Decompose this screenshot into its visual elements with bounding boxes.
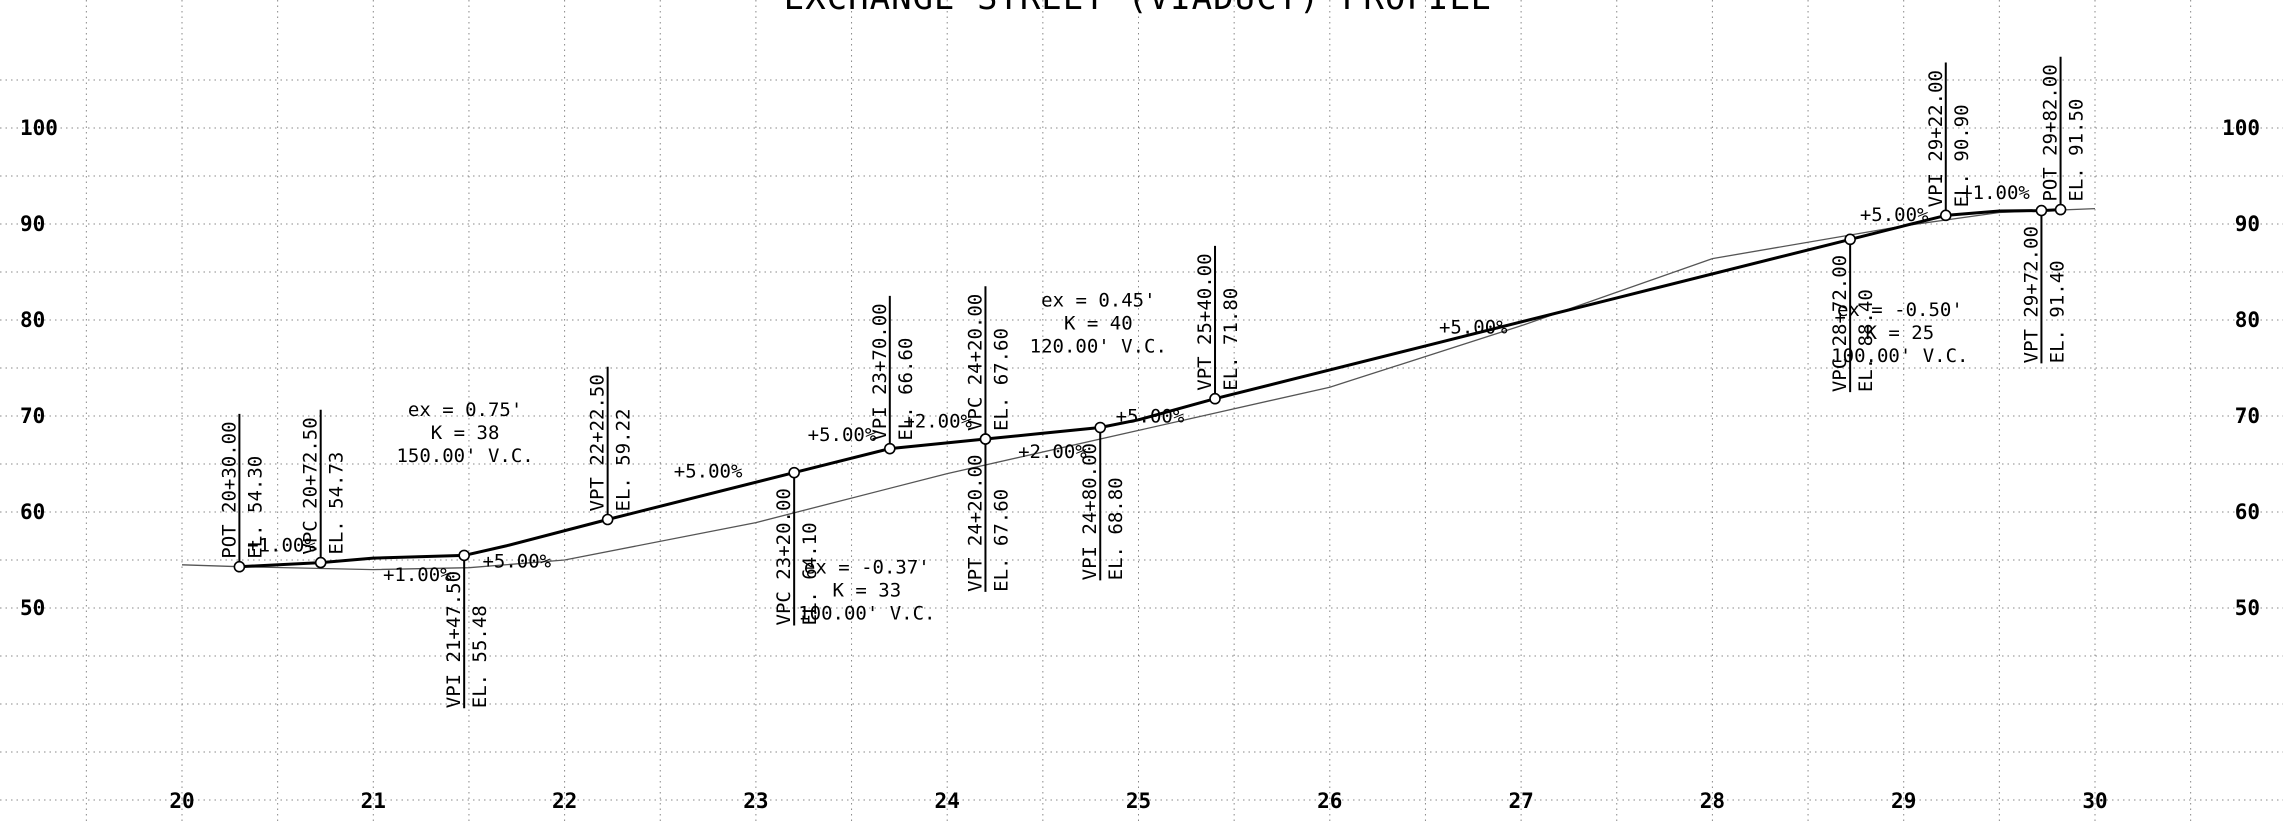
y-tick-label: 80 bbox=[2235, 308, 2260, 332]
station-label: VPC 20+72.50 bbox=[300, 417, 322, 554]
axis-labels: 50 50 60 60 70 70 80 80 90 90 100 100 20 21 22 23 24 25 26… bbox=[20, 116, 2260, 813]
x-tick-label: 26 bbox=[1317, 789, 1342, 813]
grade-label: +5.00% bbox=[1116, 406, 1185, 428]
elevation-label: EL. 64.10 bbox=[799, 522, 821, 625]
profile-title: EXCHANGE STREET (VIADUCT) PROFILE bbox=[784, 0, 1493, 18]
station-label: VPI 21+47.50 bbox=[443, 571, 465, 708]
station-label: VPT 24+20.00 bbox=[964, 455, 986, 592]
x-tick-label: 21 bbox=[361, 789, 386, 813]
grade-label: +2.00% bbox=[903, 411, 972, 433]
curve-note-line: ex = 0.45' bbox=[1041, 290, 1155, 312]
station-marker bbox=[1094, 421, 1107, 434]
grade-label: +1.00% bbox=[247, 534, 316, 556]
elevation-label: EL. 91.40 bbox=[2046, 260, 2068, 363]
curve-note-line: 100.00' V.C. bbox=[1831, 345, 1968, 367]
y-tick-label: 80 bbox=[20, 308, 45, 332]
x-tick-label: 22 bbox=[552, 789, 577, 813]
elevation-label: EL. 90.90 bbox=[1951, 104, 1973, 207]
y-tick-label: 90 bbox=[20, 212, 45, 236]
elevation-label: EL. 67.60 bbox=[990, 328, 1012, 431]
x-tick-label: 25 bbox=[1126, 789, 1151, 813]
curve-note-line: 120.00' V.C. bbox=[1030, 336, 1167, 358]
elevation-label: EL. 88.40 bbox=[1855, 289, 1877, 392]
proposed-grade-polyline bbox=[239, 208, 2061, 569]
station-marker bbox=[788, 466, 800, 479]
y-tick-label: 60 bbox=[20, 500, 45, 524]
curve-note-line: K = 40 bbox=[1064, 313, 1133, 335]
station-marker bbox=[1209, 392, 1221, 405]
y-tick-label: 70 bbox=[20, 404, 45, 428]
station-label: VPC 24+20.00 bbox=[964, 294, 986, 431]
x-tick-label: 27 bbox=[1508, 789, 1533, 813]
elevation-label: EL. 91.50 bbox=[2066, 99, 2088, 202]
y-tick-label: 90 bbox=[2235, 212, 2260, 236]
grade-label: +5.00% bbox=[808, 424, 877, 446]
station-label: VPI 29+22.00 bbox=[1925, 70, 1947, 207]
existing-ground-polyline bbox=[181, 207, 2096, 571]
station-marker bbox=[601, 513, 614, 526]
station-marker bbox=[979, 433, 992, 445]
curve-note-line: 150.00' V.C. bbox=[396, 445, 533, 467]
y-tick-label: 50 bbox=[2235, 596, 2260, 620]
elevation-label: EL. 55.48 bbox=[469, 605, 491, 708]
elevation-label: EL. 59.22 bbox=[613, 409, 635, 512]
elevation-label: EL. 71.80 bbox=[1220, 288, 1242, 391]
proposed-profile-line bbox=[239, 208, 2061, 569]
station-marker bbox=[1844, 233, 1856, 246]
y-tick-label: 50 bbox=[20, 596, 45, 620]
station-marker bbox=[458, 549, 470, 562]
grade-label: +5.00% bbox=[674, 460, 743, 482]
x-tick-label: 30 bbox=[2082, 789, 2107, 813]
curve-note-line: ex = -0.37' bbox=[804, 556, 930, 578]
curve-note-line: ex = -0.50' bbox=[1837, 299, 1963, 321]
x-tick-label: 28 bbox=[1700, 789, 1725, 813]
station-label: POT 20+30.00 bbox=[218, 421, 240, 558]
elevation-label: EL. 54.30 bbox=[244, 456, 266, 559]
station-marker bbox=[884, 442, 896, 455]
y-tick-label: 100 bbox=[20, 116, 58, 140]
station-label: VPT 25+40.00 bbox=[1194, 253, 1216, 390]
grade-label: +5.00% bbox=[1439, 316, 1508, 338]
station-marker bbox=[314, 556, 327, 569]
elevation-label: EL. 54.73 bbox=[326, 452, 348, 555]
curve-note-line: K = 33 bbox=[833, 579, 902, 601]
existing-ground-line bbox=[181, 207, 2096, 571]
x-tick-label: 29 bbox=[1891, 789, 1916, 813]
station-label: VPI 24+80.00 bbox=[1079, 443, 1101, 580]
station-label: VPT 22+22.50 bbox=[587, 374, 609, 511]
grade-label: +5.00% bbox=[1860, 204, 1929, 226]
x-tick-label: 20 bbox=[169, 789, 194, 813]
curve-note-line: K = 25 bbox=[1866, 322, 1935, 344]
station-label: VPC 28+72.00 bbox=[1829, 255, 1851, 392]
curve-note-line: K = 38 bbox=[431, 422, 500, 444]
y-tick-label: 70 bbox=[2235, 404, 2260, 428]
elevation-label: EL. 67.60 bbox=[990, 489, 1012, 592]
grade-label: +2.00% bbox=[1018, 441, 1087, 463]
station-marker bbox=[2054, 203, 2067, 216]
station-label: VPC 23+20.00 bbox=[773, 488, 795, 625]
x-tick-label: 23 bbox=[743, 789, 768, 813]
x-tick-label: 24 bbox=[935, 789, 960, 813]
y-tick-label: 60 bbox=[2235, 500, 2260, 524]
station-label: POT 29+82.00 bbox=[2040, 64, 2062, 201]
elevation-label: EL. 66.60 bbox=[895, 338, 917, 441]
station-label: VPT 29+72.00 bbox=[2020, 226, 2042, 363]
grade-label: +1.00% bbox=[383, 564, 452, 586]
grade-labels: +1.00% +1.00% +5.00% +5.00% +5.00% +2.00% +2.0… bbox=[247, 182, 2030, 586]
station-label: VPI 23+70.00 bbox=[869, 303, 891, 440]
curve-note-line: 100.00' V.C. bbox=[798, 602, 935, 624]
y-tick-label: 100 bbox=[2222, 116, 2260, 140]
station-marker bbox=[1939, 209, 1952, 222]
grade-label: +1.00% bbox=[1961, 182, 2030, 204]
curve-note-line: ex = 0.75' bbox=[408, 399, 522, 421]
station-annotations: POT 20+30.00 EL. 54.30 VPC 20+72.50 EL. 54.… bbox=[218, 56, 2088, 709]
elevation-label: EL. 68.80 bbox=[1105, 477, 1127, 580]
station-marker bbox=[233, 560, 246, 573]
station-marker bbox=[2035, 204, 2048, 217]
grade-label: +5.00% bbox=[482, 551, 551, 573]
